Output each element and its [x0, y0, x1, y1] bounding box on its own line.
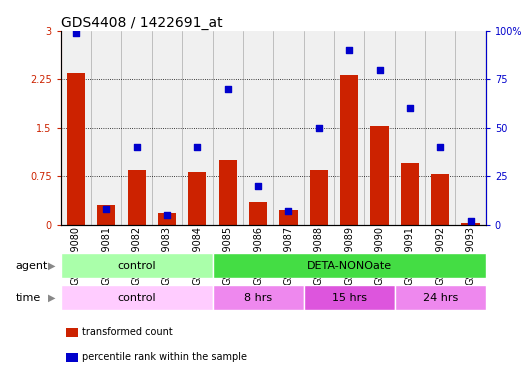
- Bar: [401, 163, 419, 225]
- Bar: [128, 170, 146, 225]
- Text: 8 hrs: 8 hrs: [244, 293, 272, 303]
- Bar: [279, 210, 298, 225]
- Point: [436, 144, 445, 150]
- Text: transformed count: transformed count: [82, 327, 173, 337]
- Point: [102, 206, 110, 212]
- Bar: [370, 126, 389, 225]
- Point: [345, 47, 353, 53]
- Bar: [61, 285, 212, 310]
- Point: [254, 183, 262, 189]
- Bar: [395, 285, 486, 310]
- Bar: [249, 202, 267, 225]
- Text: ▶: ▶: [48, 293, 55, 303]
- Point: [375, 66, 384, 73]
- Bar: [309, 170, 328, 225]
- Point: [163, 212, 171, 218]
- Bar: [61, 253, 212, 278]
- Point: [133, 144, 141, 150]
- Point: [223, 86, 232, 92]
- Text: time: time: [16, 293, 41, 303]
- Text: agent: agent: [16, 261, 48, 271]
- Bar: [158, 213, 176, 225]
- Bar: [461, 223, 479, 225]
- Bar: [212, 253, 486, 278]
- Point: [193, 144, 202, 150]
- Bar: [431, 174, 449, 225]
- Text: GDS4408 / 1422691_at: GDS4408 / 1422691_at: [61, 16, 222, 30]
- Point: [406, 105, 414, 111]
- Point: [466, 218, 475, 224]
- Bar: [188, 172, 206, 225]
- Point: [315, 125, 323, 131]
- Text: 24 hrs: 24 hrs: [422, 293, 458, 303]
- Bar: [67, 73, 85, 225]
- Text: 15 hrs: 15 hrs: [332, 293, 366, 303]
- Bar: [97, 205, 115, 225]
- Point: [284, 208, 293, 214]
- Text: DETA-NONOate: DETA-NONOate: [307, 261, 392, 271]
- Text: control: control: [117, 261, 156, 271]
- Bar: [212, 285, 304, 310]
- Text: ▶: ▶: [48, 261, 55, 271]
- Bar: [219, 160, 237, 225]
- Text: percentile rank within the sample: percentile rank within the sample: [82, 352, 247, 362]
- Bar: [304, 285, 395, 310]
- Bar: [340, 74, 358, 225]
- Text: control: control: [117, 293, 156, 303]
- Point: [72, 30, 80, 36]
